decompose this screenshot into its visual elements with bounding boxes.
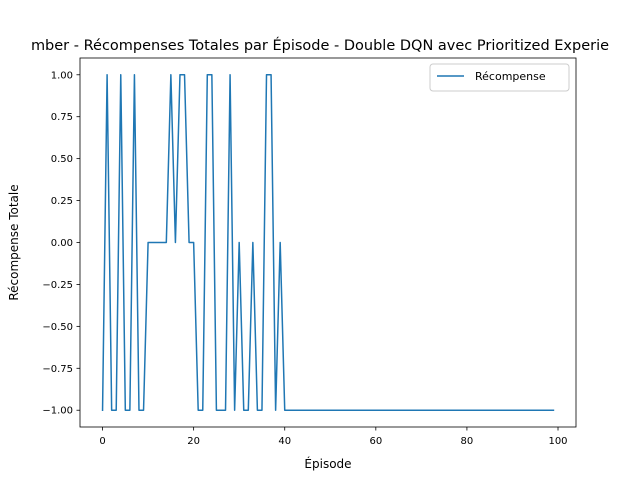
x-tick-label: 40 [278, 436, 291, 447]
y-tick-label: 1.00 [51, 70, 73, 81]
x-tick-label: 0 [99, 436, 105, 447]
axes-frame [79, 57, 577, 428]
x-tick-label: 100 [548, 436, 567, 447]
y-axis-ticks: 1.00 0.75 0.50 0.25 0.00 −0.25 −0.50 −0.75 −1.00 [42, 70, 80, 417]
y-tick-label: −0.50 [42, 322, 73, 333]
chart-title: mber - Récompenses Totales par Épisode -… [31, 37, 609, 54]
y-tick-label: 0.25 [51, 196, 73, 207]
y-tick-label: 0.50 [51, 154, 73, 165]
legend-series-label: Récompense [475, 70, 546, 83]
y-tick-label: 0.75 [51, 112, 73, 123]
y-tick-label: −1.00 [42, 406, 73, 417]
y-tick-label: 0.00 [51, 238, 73, 249]
series-line-recompense [101, 74, 555, 411]
x-tick-label: 20 [187, 436, 200, 447]
x-axis-ticks: 0 20 40 60 80 100 [99, 427, 568, 447]
x-tick-label: 80 [461, 436, 474, 447]
y-tick-label: −0.25 [42, 280, 73, 291]
x-tick-label: 60 [369, 436, 382, 447]
y-tick-label: −0.75 [42, 364, 73, 375]
x-axis-label: Épisode [304, 456, 351, 471]
y-axis-label: Récompense Totale [7, 184, 21, 300]
legend-box [429, 63, 570, 92]
legend: Récompense [429, 63, 570, 92]
plot-area [101, 74, 555, 411]
